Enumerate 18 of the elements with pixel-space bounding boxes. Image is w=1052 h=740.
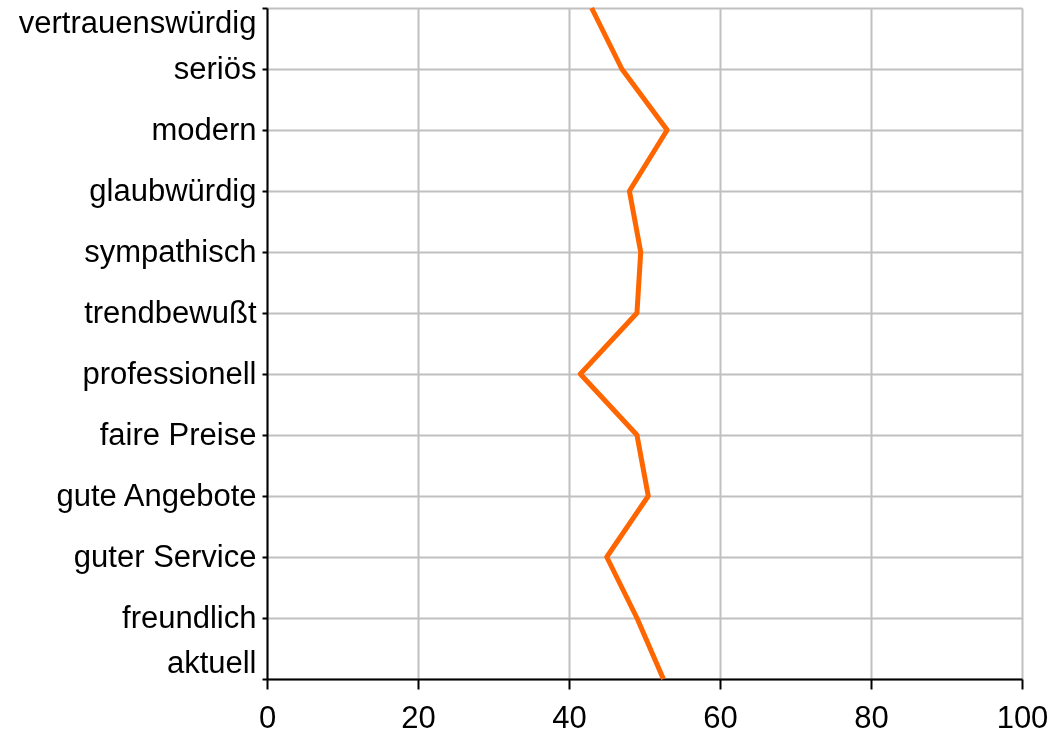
x-tick-label: 80 <box>854 699 889 735</box>
x-tick-label: 100 <box>996 699 1049 735</box>
y-tick-label: glaubwürdig <box>89 172 257 208</box>
y-tick-label: trendbewußt <box>84 294 257 330</box>
y-tick-label: seriös <box>173 50 257 86</box>
y-tick-label: gute Angebote <box>56 477 257 513</box>
y-tick-label: modern <box>151 111 257 147</box>
y-tick-label: professionell <box>82 355 257 391</box>
y-tick-label: freundlich <box>122 599 257 635</box>
x-tick-label: 0 <box>258 699 277 735</box>
x-tick-label: 20 <box>401 699 436 735</box>
y-tick-label: guter Service <box>73 538 257 574</box>
y-tick-label: aktuell <box>166 644 257 680</box>
x-tick-label: 40 <box>552 699 587 735</box>
x-tick-label: 60 <box>703 699 738 735</box>
y-tick-label: vertrauenswürdig <box>18 4 257 40</box>
y-tick-label: faire Preise <box>99 416 257 452</box>
y-tick-label: sympathisch <box>84 233 257 269</box>
